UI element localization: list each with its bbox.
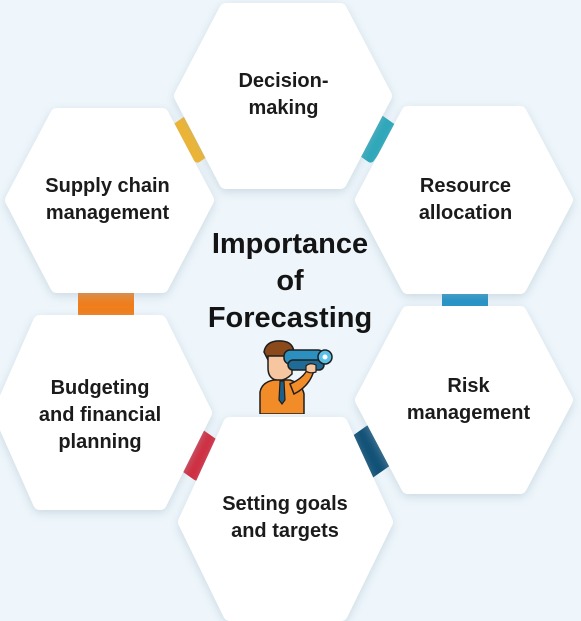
- person-with-binoculars-icon: [259, 340, 333, 414]
- hexagons: [0, 3, 573, 621]
- label-supply-chain: Supply chain management: [45, 175, 170, 224]
- hexagon-resource-allocation: [355, 106, 573, 294]
- hexagon-decision-making: [174, 3, 392, 189]
- label-decision-making: Decision- making: [238, 70, 329, 119]
- label-budgeting: Budgeting and financial planning: [38, 376, 162, 453]
- label-risk-management: Risk management: [406, 375, 531, 424]
- hexagon-supply-chain: [5, 108, 214, 293]
- hexagon-budgeting: [0, 315, 212, 510]
- hexagon-risk-management: [355, 306, 573, 494]
- center-title: Importance of Forecasting: [207, 228, 373, 334]
- label-resource-allocation: Resource allocation: [418, 175, 513, 224]
- hexagon-setting-goals: [178, 417, 393, 621]
- label-setting-goals: Setting goals and targets: [222, 493, 348, 542]
